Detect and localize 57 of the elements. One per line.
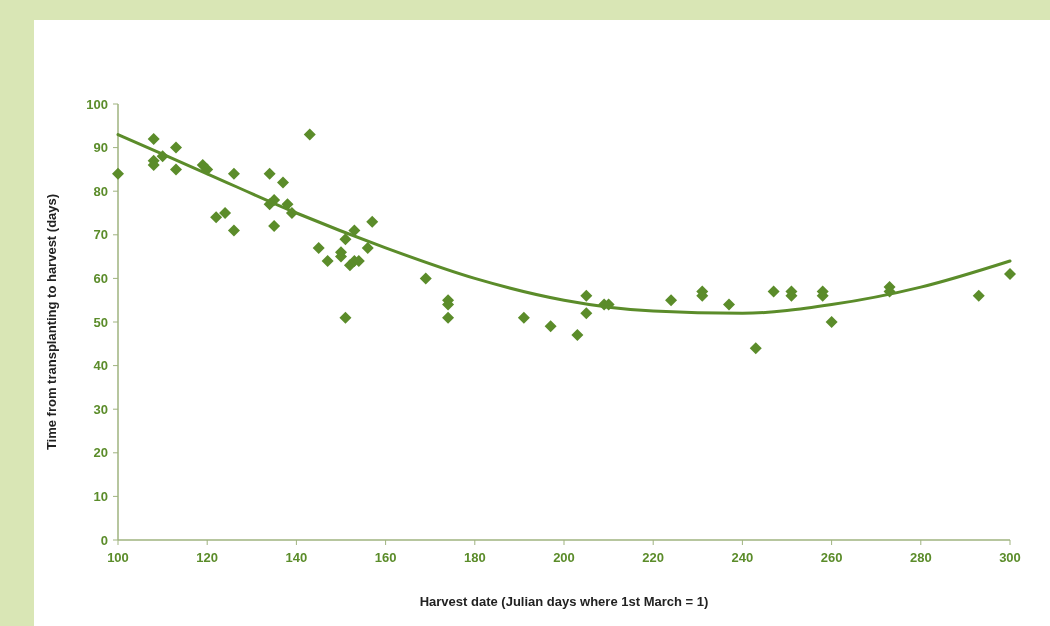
point — [1004, 268, 1016, 281]
point — [169, 141, 182, 154]
y-tick-label: 50 — [93, 314, 108, 330]
x-tick-label: 260 — [820, 550, 843, 565]
x-tick-label: 200 — [553, 550, 575, 565]
y-tick-label: 60 — [93, 270, 108, 286]
x-tick-label: 120 — [196, 550, 219, 565]
y-tick-label: 100 — [86, 96, 108, 112]
point — [825, 316, 838, 328]
point — [339, 311, 352, 324]
point — [227, 167, 240, 180]
x-tick-label: 220 — [642, 550, 665, 565]
point — [277, 176, 290, 189]
point — [227, 224, 240, 237]
point — [268, 220, 281, 233]
point — [312, 241, 325, 254]
x-tick-label: 180 — [463, 550, 486, 565]
point — [972, 289, 985, 302]
x-tick-label: 240 — [731, 550, 754, 565]
y-tick-label: 80 — [93, 183, 108, 199]
y-tick-label: 70 — [93, 227, 108, 243]
point — [112, 167, 124, 180]
y-tick-label: 40 — [93, 358, 108, 374]
line-series — [116, 133, 1012, 315]
point — [303, 128, 316, 141]
point — [339, 233, 352, 246]
point — [419, 272, 432, 285]
x-axis-title: Harvest date (Julian days where 1st March = 1) — [419, 594, 709, 609]
y-axis-title: Time from transplanting to harvest (days) — [44, 193, 59, 451]
x-tick-label: 140 — [285, 550, 308, 565]
point — [263, 167, 276, 180]
point — [749, 342, 762, 355]
y-tick-label: 0 — [100, 532, 108, 548]
point — [147, 132, 160, 145]
point — [361, 241, 374, 254]
point — [571, 329, 584, 342]
point — [169, 163, 182, 176]
y-tick-label: 90 — [93, 140, 108, 156]
x-tick-label: 280 — [909, 550, 932, 565]
point — [321, 254, 334, 267]
point — [723, 298, 736, 311]
x-tick-label: 300 — [999, 550, 1021, 565]
point — [665, 294, 678, 307]
point — [442, 311, 455, 324]
x-tick-label: 100 — [107, 550, 129, 565]
point — [580, 289, 593, 302]
y-tick-label: 30 — [93, 401, 108, 417]
point — [219, 207, 232, 219]
point — [517, 311, 530, 324]
y-tick-label: 20 — [93, 445, 108, 461]
point — [767, 285, 780, 298]
y-tick-label: 10 — [93, 488, 108, 504]
x-tick-label: 160 — [374, 550, 397, 565]
point — [580, 307, 593, 320]
point — [210, 211, 223, 224]
point — [544, 320, 557, 333]
point — [366, 215, 379, 228]
